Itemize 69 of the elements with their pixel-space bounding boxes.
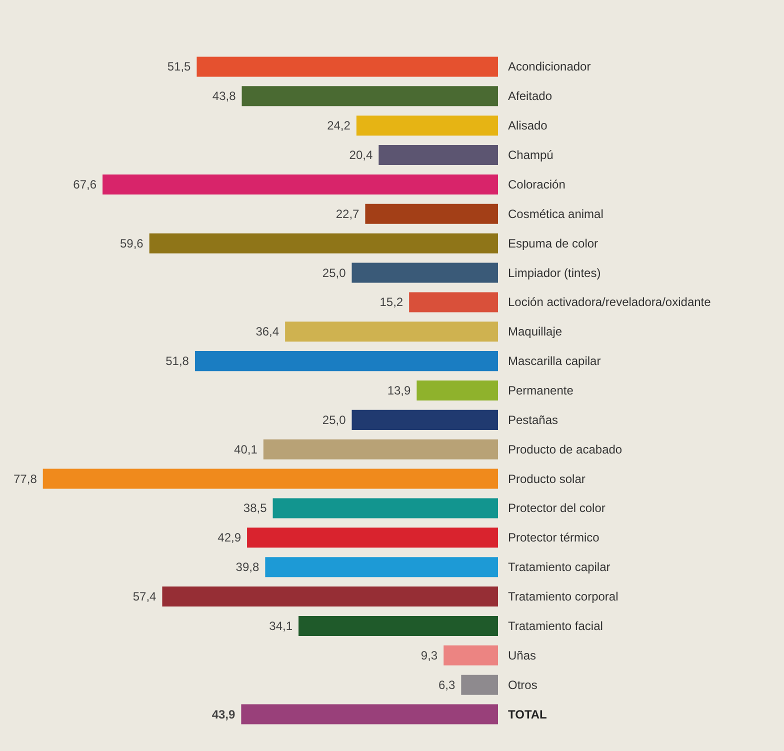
bar — [416, 380, 498, 401]
y-tick-label: Producto solar — [508, 472, 586, 486]
bar — [263, 439, 498, 460]
y-tick-label: Uñas — [508, 648, 536, 662]
data-label: 34,1 — [269, 618, 293, 633]
bar — [352, 262, 498, 283]
data-label: 22,7 — [336, 206, 360, 221]
data-label: 24,2 — [327, 118, 351, 133]
y-tick-label: Limpiador (tintes) — [508, 266, 601, 280]
y-tick-label: Tratamiento facial — [508, 618, 603, 633]
data-label: 20,4 — [349, 148, 373, 162]
bar — [285, 322, 498, 342]
bar — [149, 233, 498, 254]
y-tick-label: Cosmética animal — [508, 206, 604, 221]
y-tick-label: Pestañas — [508, 412, 558, 427]
data-label: 15,2 — [380, 295, 404, 310]
y-tick-label: Afeitado — [508, 89, 552, 104]
data-label: 40,1 — [234, 442, 258, 456]
data-label: 67,6 — [73, 177, 97, 192]
y-tick-label: Acondicionador — [508, 60, 591, 74]
bar — [194, 351, 498, 372]
data-label: 38,5 — [243, 501, 268, 516]
data-label: 59,6 — [120, 236, 144, 250]
y-tick-label: Alisado — [508, 118, 548, 133]
bar — [247, 528, 498, 548]
bar — [298, 616, 498, 636]
data-label: 9,3 — [420, 648, 438, 662]
y-tick-label: Champú — [508, 148, 554, 162]
data-label: 43,8 — [212, 89, 236, 104]
data-label: 51,8 — [166, 354, 190, 368]
y-tick-label: Coloración — [508, 177, 566, 192]
y-tick-label: Producto de acabado — [508, 442, 622, 456]
y-tick-label: Espuma de color — [508, 236, 598, 250]
bar — [365, 204, 498, 224]
bar — [196, 56, 498, 77]
data-label: 13,9 — [387, 384, 412, 398]
data-label: 77,8 — [14, 472, 38, 486]
data-label: 39,8 — [236, 560, 260, 574]
data-label: 25,0 — [322, 266, 346, 280]
data-label: 42,9 — [218, 530, 242, 545]
bar — [242, 86, 498, 106]
bar — [265, 557, 498, 578]
bar — [102, 174, 498, 194]
bar — [241, 704, 498, 724]
y-tick-label: Maquillaje — [508, 324, 562, 339]
y-tick-label: Permanente — [508, 384, 574, 398]
bar — [42, 468, 498, 489]
data-label: 51,5 — [167, 60, 192, 74]
y-tick-label: Tratamiento corporal — [508, 590, 618, 604]
y-tick-label: Tratamiento capilar — [508, 560, 610, 574]
bar — [352, 410, 498, 430]
data-label: 57,4 — [132, 590, 157, 604]
y-tick-label: Otros — [508, 678, 538, 692]
bar — [356, 116, 498, 136]
bar — [272, 498, 498, 518]
bar — [378, 145, 498, 166]
data-label: 25,0 — [322, 412, 346, 427]
bar — [444, 645, 498, 666]
y-tick-label: TOTAL — [508, 707, 547, 722]
data-label: 6,3 — [438, 678, 456, 692]
bar — [162, 586, 498, 607]
data-label: 43,9 — [212, 707, 236, 722]
y-tick-label: Protector del color — [508, 501, 606, 516]
y-tick-label: Loción activadora/reveladora/oxidante — [508, 295, 712, 310]
y-tick-label: Mascarilla capilar — [508, 354, 601, 368]
bar — [409, 292, 498, 312]
bar — [461, 674, 498, 695]
y-tick-label: Protector térmico — [508, 530, 600, 545]
data-label: 36,4 — [256, 324, 280, 339]
